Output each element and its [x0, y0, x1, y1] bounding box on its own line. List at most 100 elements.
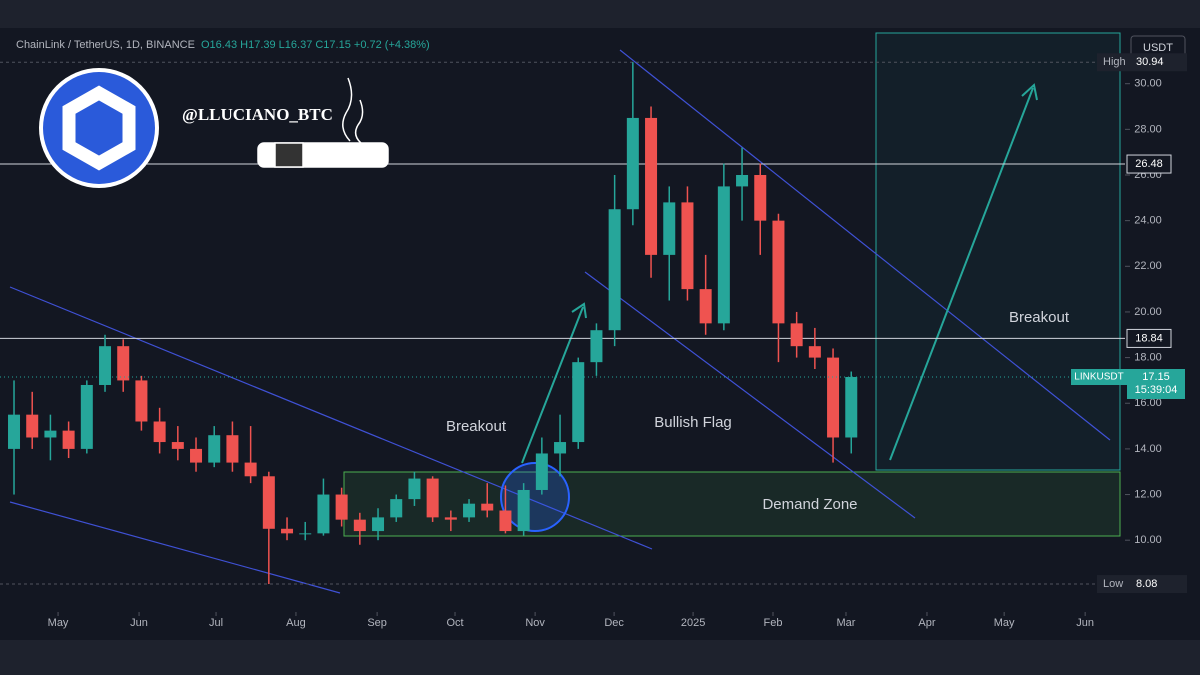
x-tick-label: Mar [837, 617, 856, 629]
candle-body [44, 430, 57, 438]
x-tick-label: Oct [446, 617, 463, 629]
candle-body [208, 435, 221, 463]
y-tick-label: 28.00 [1134, 123, 1162, 135]
x-tick-label: Jun [1076, 617, 1094, 629]
projection-box [875, 32, 1121, 471]
arrow [889, 83, 1038, 461]
candle-body [808, 346, 821, 358]
candle-body [699, 289, 712, 324]
annotation: Bullish Flag [654, 414, 732, 431]
candle-body [463, 503, 476, 518]
candle-body [80, 384, 93, 449]
y-tick-label: 24.00 [1134, 215, 1162, 227]
candle-body [590, 330, 603, 363]
trendline [619, 49, 1111, 441]
candle-body [717, 186, 730, 324]
y-tick-label: 22.00 [1134, 260, 1162, 272]
candle-body [135, 380, 148, 422]
x-tick-label: May [994, 617, 1015, 629]
candle-body [99, 346, 112, 385]
trendline [9, 501, 341, 594]
candle-body [481, 503, 494, 511]
level-box [1126, 154, 1172, 174]
candle-body [299, 533, 312, 535]
x-tick-label: Jul [209, 617, 223, 629]
demand-zone [343, 471, 1121, 537]
candle-body [499, 510, 512, 532]
y-tick-label: 20.00 [1134, 306, 1162, 318]
trendline [9, 286, 653, 550]
candle-body [681, 202, 694, 290]
y-tick-label: 14.00 [1134, 443, 1162, 455]
candle-body [190, 448, 203, 463]
candle-body [845, 376, 858, 438]
annotation: Breakout [446, 418, 507, 435]
high-box [1097, 53, 1187, 72]
x-tick-label: Aug [286, 617, 306, 629]
arrow [521, 302, 587, 464]
candle-body [754, 174, 767, 221]
candle-body [790, 323, 803, 347]
candle-body [317, 494, 330, 534]
level-label: 18.84 [1135, 332, 1163, 344]
candle-body [8, 414, 21, 449]
low-label: Low [1103, 578, 1123, 590]
low-box [1097, 575, 1187, 594]
high-label: High [1103, 56, 1126, 68]
x-tick-label: May [48, 617, 69, 629]
candle-body [444, 517, 457, 520]
trendline [584, 271, 916, 519]
y-tick-label: 16.00 [1134, 397, 1162, 409]
y-tick-label: 30.00 [1134, 78, 1162, 90]
candle-body [153, 421, 166, 443]
candle-body [117, 346, 130, 381]
candle-body [62, 430, 75, 449]
annotation: Breakout [1009, 309, 1070, 326]
logo [39, 68, 159, 188]
candle-body [335, 494, 348, 520]
candle-body [244, 462, 257, 477]
candle-body [535, 453, 548, 490]
y-tick-label: 18.00 [1134, 352, 1162, 364]
header-info: O16.43 H17.39 L16.37 C17.15 +0.72 (+4.38… [201, 39, 430, 51]
candle-body [554, 442, 567, 454]
y-tick-label: 12.00 [1134, 488, 1162, 500]
candle-body [262, 476, 275, 529]
candle-body [772, 220, 785, 324]
candle-body [353, 519, 366, 532]
x-tick-label: Sep [367, 617, 387, 629]
countdown: 15:39:04 [1135, 384, 1178, 396]
candle-body [390, 499, 403, 518]
x-tick-label: Feb [764, 617, 783, 629]
symbol-label: LINKUSDT [1074, 372, 1123, 383]
candle-body [281, 528, 294, 534]
last-price: 17.15 [1142, 371, 1170, 383]
x-tick-label: Jun [130, 617, 148, 629]
symbol-box [1071, 368, 1127, 385]
candle-body [426, 478, 439, 518]
candle-body [626, 117, 639, 210]
x-tick-label: Dec [604, 617, 624, 629]
low-value: 8.08 [1136, 578, 1157, 590]
candle-body [408, 478, 421, 500]
candle-body [171, 442, 184, 449]
x-tick-label: 2025 [681, 617, 705, 629]
x-tick-label: Apr [918, 617, 935, 629]
header: ChainLink / TetherUS, 1D, BINANCE [16, 39, 195, 51]
candle-body [226, 435, 239, 463]
candle-body [372, 517, 385, 532]
candle-body [645, 117, 658, 255]
candle-body [663, 202, 676, 255]
annotation: Demand Zone [762, 496, 857, 513]
candle-body [517, 489, 530, 532]
y-tick-label: 10.00 [1134, 534, 1162, 546]
x-tick-label: Nov [525, 617, 545, 629]
candle-body [26, 414, 39, 438]
candle-body [736, 174, 749, 187]
level-box [1126, 328, 1172, 348]
author: @LLUCIANO_BTC [182, 105, 333, 124]
candle-body [827, 357, 840, 438]
high-value: 30.94 [1136, 56, 1164, 68]
candle-body [572, 362, 585, 443]
